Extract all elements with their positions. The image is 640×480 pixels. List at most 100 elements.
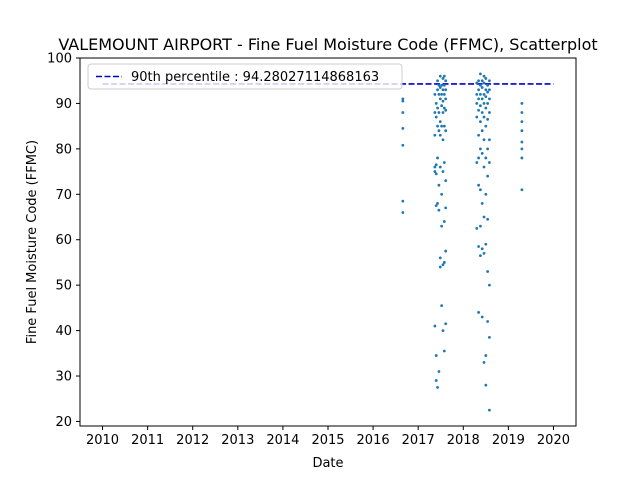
data-point [486, 102, 490, 105]
y-tick-label: 60 [55, 233, 72, 248]
data-point [442, 220, 446, 223]
data-point [434, 379, 438, 382]
data-point [477, 311, 481, 314]
data-point [401, 111, 405, 114]
data-point [440, 304, 444, 308]
data-point [477, 108, 481, 112]
data-point [436, 106, 439, 110]
data-point [480, 129, 484, 133]
data-point [440, 92, 444, 96]
data-point [440, 104, 444, 108]
data-point [444, 108, 448, 112]
y-tick-label: 30 [55, 370, 72, 385]
data-point [475, 115, 479, 119]
y-tick-label: 90 [55, 97, 72, 112]
data-point [482, 251, 486, 255]
data-point [479, 92, 482, 96]
data-point [438, 265, 442, 269]
data-point [437, 92, 441, 96]
data-point [486, 320, 490, 323]
data-point [442, 92, 446, 96]
data-point [477, 97, 481, 101]
data-point [433, 133, 437, 137]
data-point [482, 138, 486, 142]
data-point [482, 215, 486, 219]
data-point [433, 165, 437, 169]
y-axis-label: Fine Fuel Moisture Code (FFMC) [25, 140, 40, 344]
data-point [433, 111, 437, 114]
data-point [479, 254, 482, 258]
data-point [440, 192, 444, 196]
y-tick-label: 100 [47, 52, 72, 67]
data-point [477, 79, 481, 83]
data-point [401, 143, 405, 147]
data-point [482, 165, 486, 169]
data-point [401, 97, 405, 101]
data-point [482, 92, 486, 96]
data-point [444, 97, 448, 101]
y-tick-label: 80 [55, 142, 72, 157]
x-tick-label: 2016 [357, 433, 390, 448]
data-point [437, 83, 441, 87]
data-point [477, 183, 481, 187]
data-point [480, 152, 484, 155]
data-point [440, 224, 444, 228]
data-point [444, 322, 448, 326]
data-point [441, 263, 445, 267]
data-point [444, 179, 448, 183]
data-point [440, 124, 444, 128]
data-point [488, 336, 491, 339]
legend-label: 90th percentile : 94.28027114868163 [131, 70, 379, 85]
plot-frame [79, 57, 577, 427]
data-point [484, 383, 488, 387]
x-tick-label: 2014 [266, 433, 299, 448]
data-point [436, 88, 439, 92]
data-point [444, 249, 448, 253]
data-point [484, 106, 488, 110]
data-point [444, 88, 448, 92]
data-point [433, 324, 437, 328]
data-point [442, 106, 446, 110]
data-point [520, 102, 524, 105]
x-axis-label: Date [312, 456, 343, 471]
legend-box [87, 63, 403, 90]
data-point [488, 97, 491, 101]
data-point [488, 111, 491, 114]
y-tick-label: 50 [55, 279, 72, 294]
data-point [438, 133, 442, 137]
x-tick-label: 2012 [176, 433, 209, 448]
y-tick-label: 20 [55, 415, 72, 430]
y-tick-label: 70 [55, 188, 72, 203]
data-point [434, 163, 438, 167]
data-point [480, 247, 484, 251]
data-point [486, 90, 490, 94]
data-point [479, 83, 482, 87]
y-axis-ticks: 20 30 40 50 60 70 80 90 100 [47, 52, 80, 430]
data-point [479, 224, 482, 228]
data-point [438, 74, 442, 78]
data-point [480, 97, 484, 101]
data-point [475, 81, 479, 85]
data-point [441, 170, 445, 173]
data-point [488, 283, 491, 287]
data-point [436, 201, 439, 205]
data-point [438, 97, 442, 101]
data-point [437, 111, 441, 114]
data-point [482, 74, 486, 78]
data-point [438, 256, 442, 260]
data-point [437, 370, 441, 373]
data-point [442, 161, 446, 164]
data-point [480, 111, 484, 114]
data-point [441, 111, 445, 114]
data-point [477, 133, 481, 137]
x-tick-label: 2011 [131, 433, 164, 448]
data-point [442, 349, 446, 353]
x-tick-label: 2015 [311, 433, 344, 448]
data-point [520, 111, 524, 114]
data-point [434, 102, 438, 105]
data-point [442, 261, 446, 264]
data-point [401, 99, 405, 103]
data-point [479, 72, 482, 76]
data-point [434, 354, 438, 357]
data-point [480, 86, 484, 89]
